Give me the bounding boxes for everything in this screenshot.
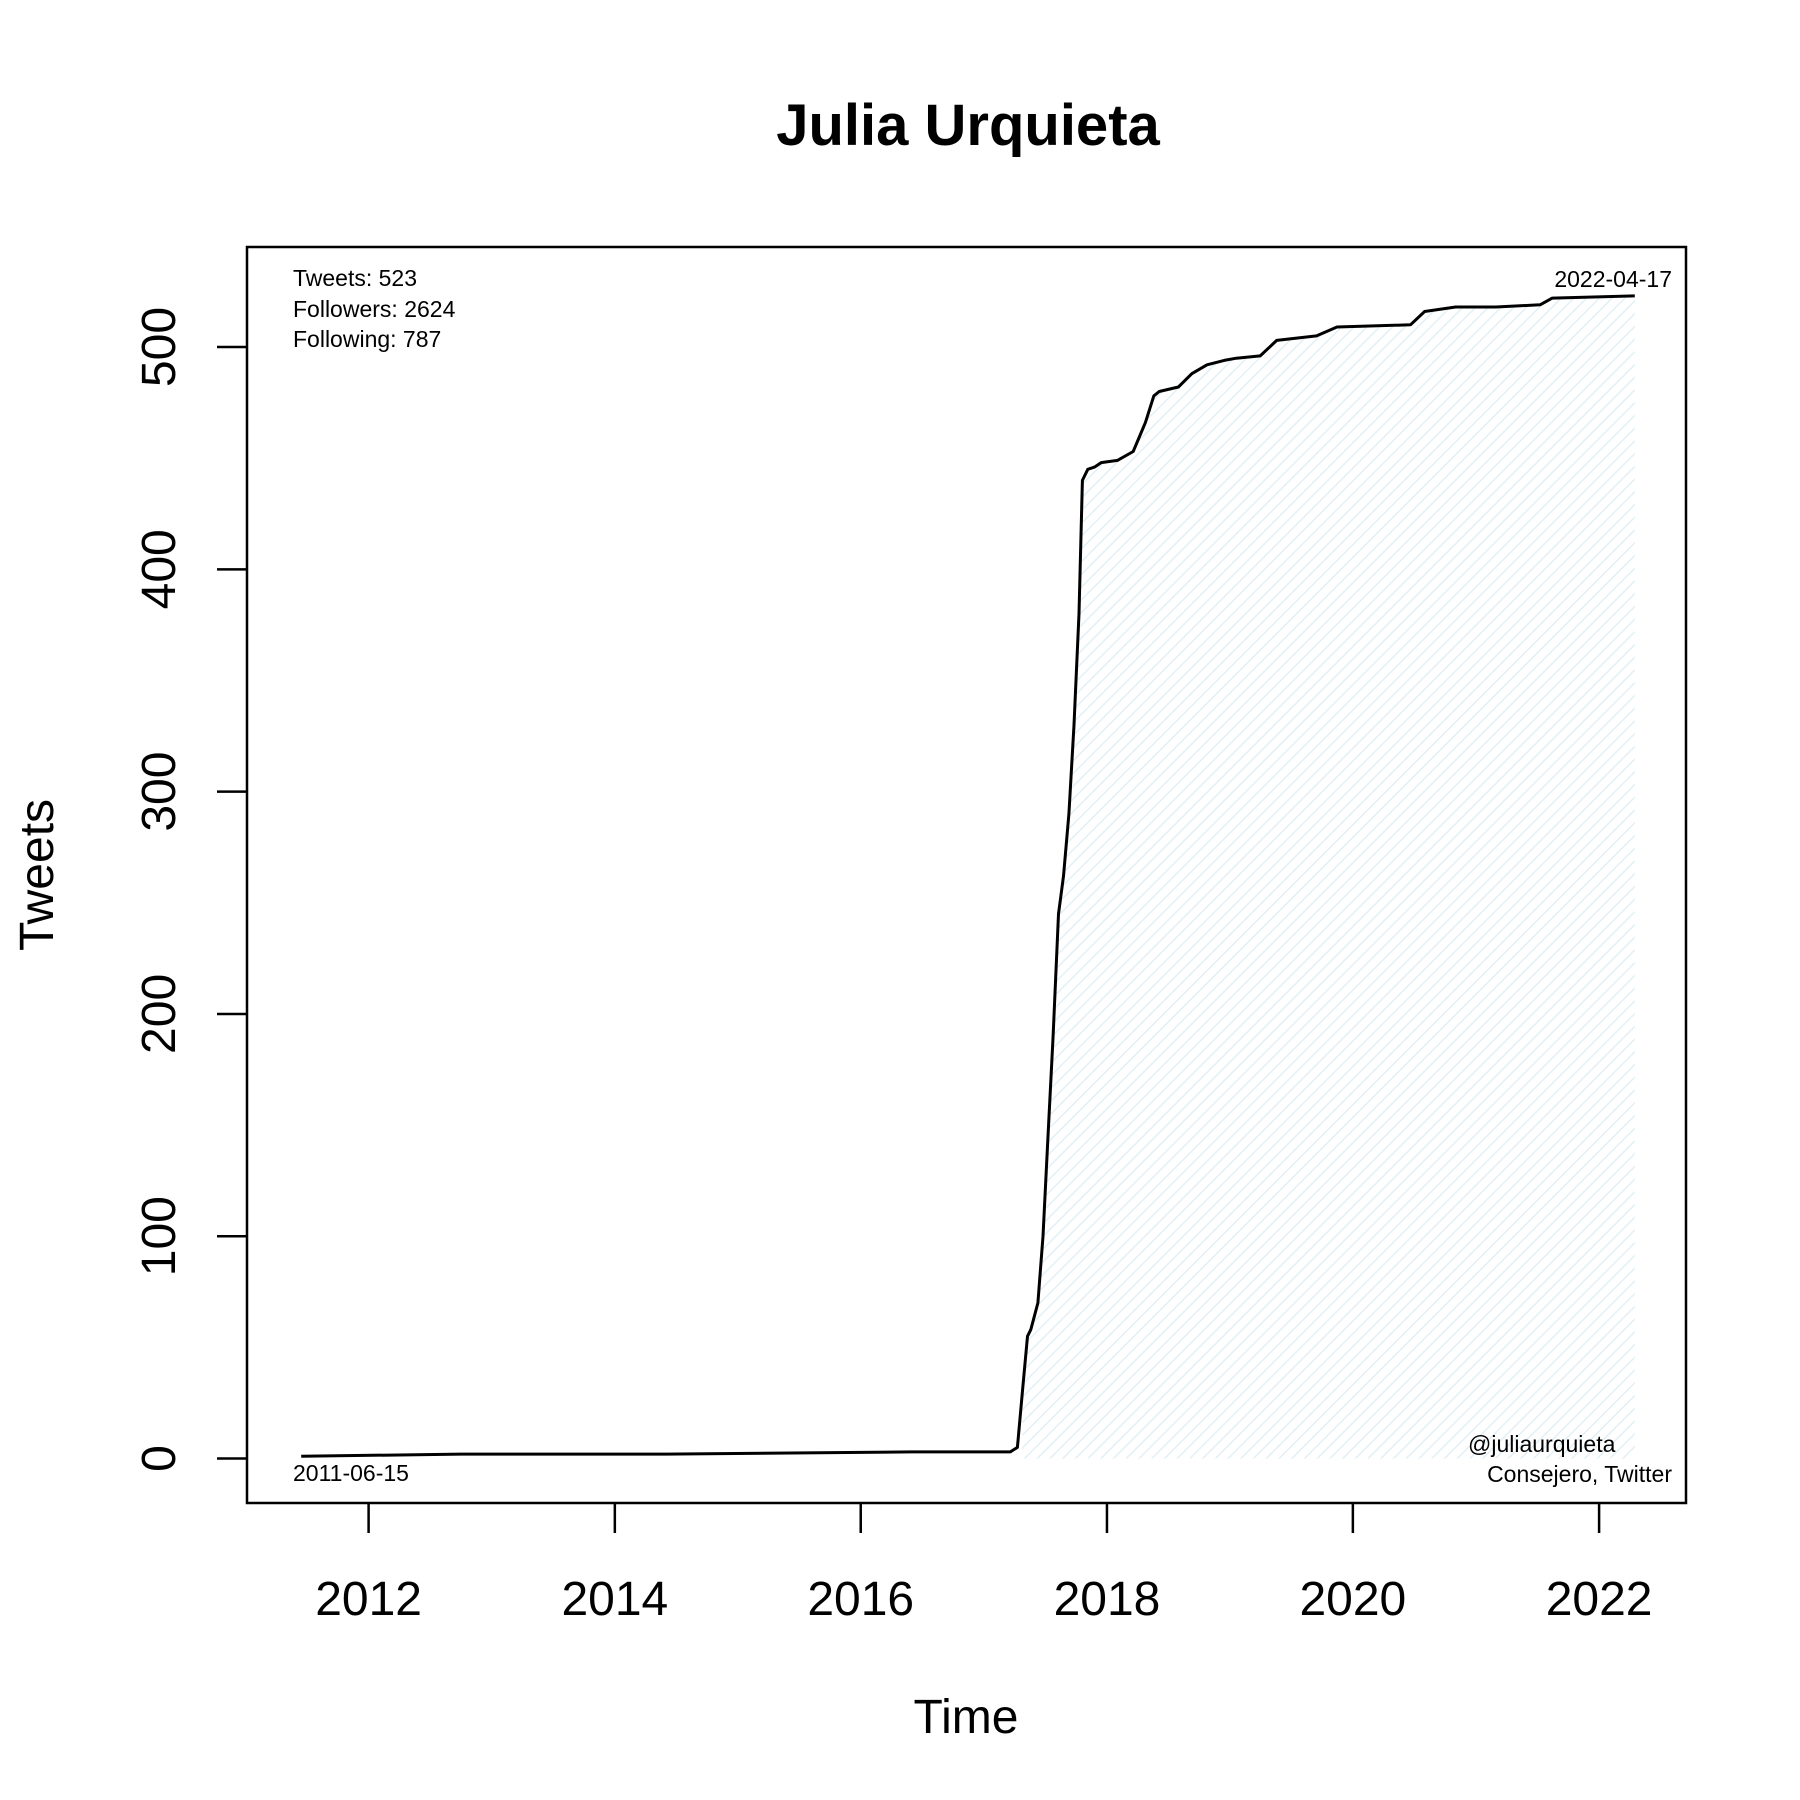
plot-frame: [245, 245, 1688, 1505]
y-tick-label-0: 0: [133, 1445, 186, 1472]
x-axis: 2012 2014 2016 2018 2020 2022: [315, 1503, 1652, 1626]
x-tick-label-2018: 2018: [1054, 1573, 1161, 1626]
description-label: Consejero, Twitter: [1487, 1461, 1672, 1487]
y-tick-label-500: 500: [133, 307, 186, 387]
x-tick-label-2016: 2016: [807, 1573, 914, 1626]
end-date-label: 2022-04-17: [1554, 266, 1672, 292]
area-fill-shape: [1022, 295, 1635, 1459]
following-count-label: Following: 787: [293, 326, 441, 352]
x-tick-label-2014: 2014: [561, 1573, 668, 1626]
chart-title: Julia Urquieta: [776, 93, 1160, 158]
followers-count-label: Followers: 2624: [293, 296, 456, 322]
y-tick-label-200: 200: [133, 974, 186, 1054]
x-axis-title: Time: [914, 1691, 1019, 1744]
y-axis: 0 100 200 300 400 500: [133, 307, 247, 1472]
handle-label: @juliaurquieta: [1468, 1431, 1616, 1457]
tweets-series-line: [301, 294, 1635, 1458]
x-tick-label-2020: 2020: [1299, 1573, 1406, 1626]
tweets-count-label: Tweets: 523: [293, 265, 417, 291]
tweets-line: [301, 294, 1635, 1458]
y-axis-title: Tweets: [11, 799, 64, 951]
x-tick-label-2022: 2022: [1546, 1573, 1653, 1626]
y-tick-label-100: 100: [133, 1196, 186, 1276]
y-tick-label-300: 300: [133, 752, 186, 832]
tweets-area-fill: [1022, 295, 1635, 1459]
x-tick-label-2012: 2012: [315, 1573, 422, 1626]
y-tick-label-400: 400: [133, 529, 186, 609]
start-date-label: 2011-06-15: [293, 1460, 409, 1486]
